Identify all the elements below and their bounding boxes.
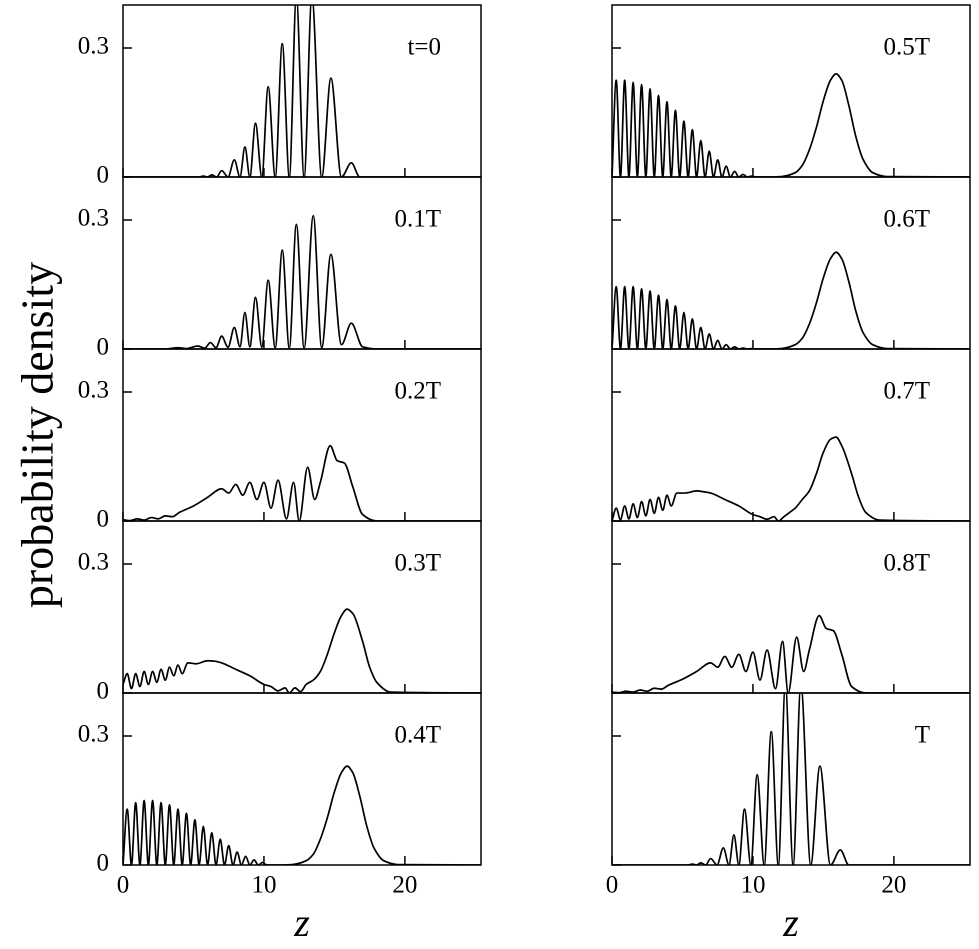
density-curve xyxy=(123,765,481,865)
density-curve xyxy=(123,5,481,177)
panel-frame xyxy=(122,692,482,866)
panel-label: 0.6T xyxy=(883,206,930,233)
density-curve xyxy=(612,614,970,693)
panel-frame xyxy=(611,348,971,522)
panel-frame xyxy=(611,692,971,866)
x-tick-label: 0 xyxy=(117,872,130,899)
panel-frame xyxy=(611,520,971,694)
y-axis-label: probability density xyxy=(12,262,63,608)
panel-label: 0.5T xyxy=(883,34,930,61)
y-tick-label: 0.3 xyxy=(78,721,109,748)
panel-label: 0.1T xyxy=(394,206,441,233)
x-tick-label: 0 xyxy=(606,872,619,899)
density-curve xyxy=(612,693,970,865)
y-tick-label: 0.3 xyxy=(78,377,109,404)
x-tick-label: 10 xyxy=(251,872,276,899)
y-tick-label: 0 xyxy=(97,162,110,189)
y-tick-label: 0 xyxy=(97,334,110,361)
panel-frame xyxy=(122,348,482,522)
panel-label: 0.4T xyxy=(394,722,441,749)
x-tick-label: 10 xyxy=(740,872,765,899)
y-tick-label: 0 xyxy=(97,506,110,533)
panel-label: 0.7T xyxy=(883,378,930,405)
density-curve xyxy=(612,436,970,521)
x-tick-label: 20 xyxy=(881,872,906,899)
x-axis-label: z xyxy=(293,900,310,945)
y-tick-label: 0.3 xyxy=(78,205,109,232)
panel-label: 0.8T xyxy=(883,550,930,577)
x-axis-label: z xyxy=(782,900,799,945)
panel-label: T xyxy=(915,722,930,749)
panel-label: 0.2T xyxy=(394,378,441,405)
y-tick-label: 0 xyxy=(97,678,110,705)
density-curve xyxy=(123,608,481,693)
density-curve xyxy=(123,444,481,521)
y-tick-label: 0 xyxy=(97,850,110,877)
density-curve xyxy=(123,214,481,349)
density-curve xyxy=(612,72,970,177)
panel-frame xyxy=(611,4,971,178)
y-tick-label: 0.3 xyxy=(78,33,109,60)
panel-label: t=0 xyxy=(407,34,441,61)
panel-label: 0.3T xyxy=(394,550,441,577)
y-tick-label: 0.3 xyxy=(78,549,109,576)
density-curve xyxy=(612,251,970,349)
x-tick-label: 20 xyxy=(392,872,417,899)
